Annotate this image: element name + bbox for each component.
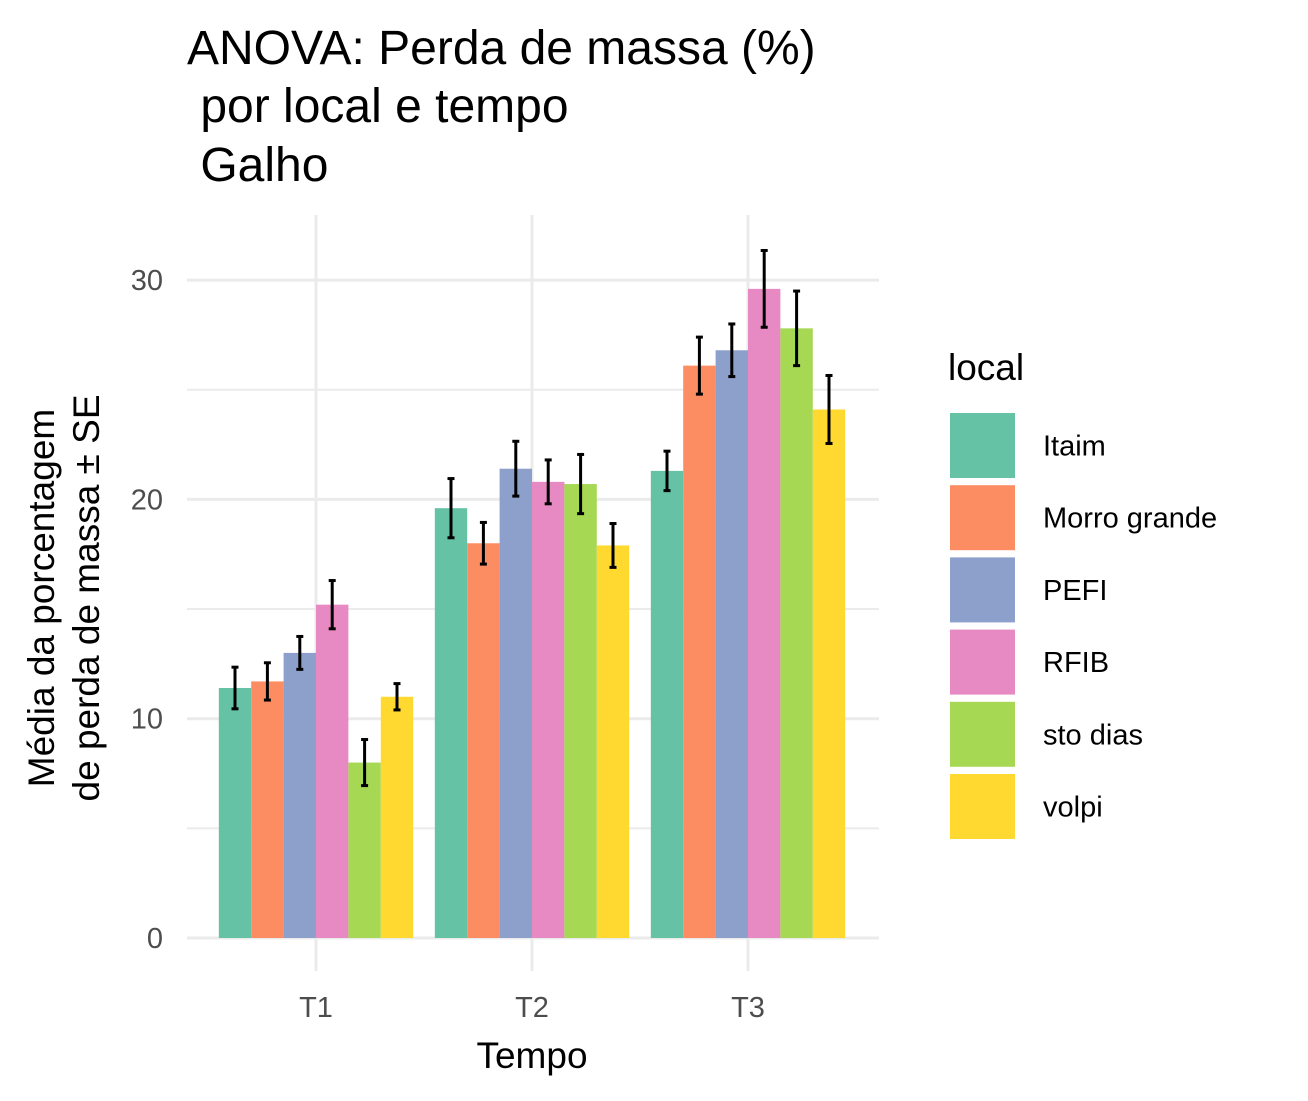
legend-item: RFIB <box>950 629 1109 695</box>
legend-label: sto dias <box>1043 719 1143 751</box>
x-tick-label: T2 <box>515 992 549 1024</box>
chart-title-line-1: ANOVA: Perda de massa (%) <box>187 22 816 75</box>
bar <box>348 762 381 938</box>
legend-item: volpi <box>950 774 1103 839</box>
chart-title-line-3: Galho <box>187 139 328 192</box>
legend-item: PEFI <box>950 557 1107 623</box>
legend-swatch <box>950 629 1015 695</box>
y-axis-title-line-1: Média da porcentagem <box>21 409 62 787</box>
bar <box>780 328 813 938</box>
chart-title: ANOVA: Perda de massa (%) por local e te… <box>187 22 816 192</box>
error-bar <box>479 520 487 566</box>
legend-swatch <box>950 774 1015 839</box>
x-tick-label: T3 <box>731 992 765 1024</box>
bars <box>218 288 846 938</box>
bar <box>683 365 716 938</box>
chart-title-line-2: por local e tempo <box>187 80 569 133</box>
y-tick-label: 10 <box>131 704 163 736</box>
error-bar <box>760 248 768 329</box>
y-axis-title: Média da porcentagem de perda de massa ±… <box>21 395 107 802</box>
y-tick-label: 30 <box>131 265 163 297</box>
bar <box>499 468 532 938</box>
legend-label: volpi <box>1043 792 1103 824</box>
legend-item: sto dias <box>950 701 1143 767</box>
y-tick-label: 0 <box>147 923 163 955</box>
bar <box>283 652 316 938</box>
legend: local Itaim Morro grande PEFI RFIB sto dias v… <box>948 347 1217 839</box>
error-bar <box>512 439 520 498</box>
error-bar <box>695 335 703 396</box>
legend-swatch <box>950 413 1015 478</box>
bar <box>251 681 284 938</box>
legend-swatch <box>950 701 1015 767</box>
bar <box>532 481 565 938</box>
y-axis-title-line-2: de perda de massa ± SE <box>66 395 107 802</box>
legend-label: PEFI <box>1043 575 1107 607</box>
legend-swatch <box>950 485 1015 551</box>
legend-label: RFIB <box>1043 647 1109 679</box>
bar <box>467 543 500 938</box>
legend-item: Itaim <box>950 413 1106 478</box>
bar <box>748 288 781 938</box>
legend-item: Morro grande <box>950 485 1217 551</box>
bar <box>218 687 252 938</box>
legend-label: Morro grande <box>1043 503 1217 535</box>
error-bars <box>231 248 833 788</box>
error-bar <box>328 579 336 631</box>
legend-label: Itaim <box>1043 431 1106 463</box>
error-bar <box>728 322 736 379</box>
error-bar <box>544 458 552 506</box>
error-bar <box>296 634 304 671</box>
bar <box>380 696 414 938</box>
legend-title: local <box>948 347 1024 388</box>
bar <box>564 484 597 938</box>
y-tick-label: 20 <box>131 484 163 516</box>
error-bar <box>447 477 455 540</box>
bar <box>715 350 748 938</box>
x-axis-title: Tempo <box>476 1035 587 1076</box>
y-axis-ticks: 0 10 20 30 <box>131 265 163 955</box>
error-bar <box>577 452 585 516</box>
error-bar <box>609 522 617 569</box>
bar <box>812 409 846 938</box>
legend-swatch <box>950 557 1015 623</box>
error-bar <box>263 661 271 702</box>
error-bar <box>793 289 801 368</box>
bar <box>650 470 684 938</box>
bar <box>596 545 630 938</box>
error-bar <box>663 449 671 493</box>
error-bar <box>231 665 239 711</box>
error-bar <box>361 738 369 788</box>
x-axis-ticks: T1 T2 T3 <box>299 992 765 1024</box>
error-bar <box>393 682 401 712</box>
x-tick-label: T1 <box>299 992 333 1024</box>
bar <box>316 604 349 938</box>
bar <box>434 508 468 938</box>
error-bar <box>825 373 833 445</box>
